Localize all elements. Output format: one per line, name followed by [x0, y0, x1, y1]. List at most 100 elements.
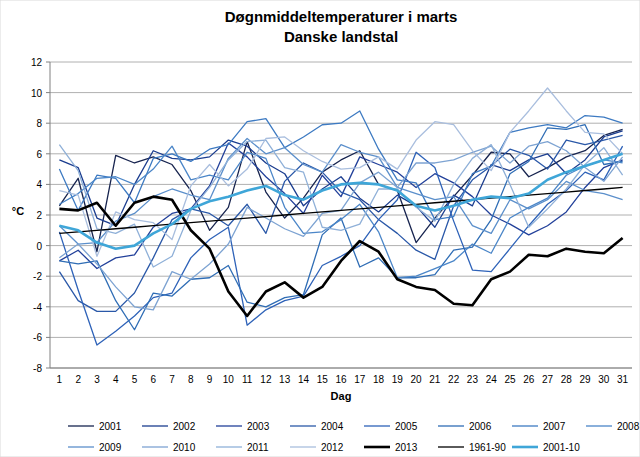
series-line: [59, 146, 622, 278]
x-tick-label: 14: [298, 374, 310, 385]
x-tick-label: 20: [411, 374, 423, 385]
y-tick: [46, 184, 50, 185]
legend-swatch: [586, 425, 612, 426]
x-axis: [50, 368, 632, 369]
series-line: [59, 88, 622, 256]
plot-area: [59, 88, 622, 345]
series-line: [59, 187, 622, 233]
x-tick-label: 9: [207, 374, 213, 385]
legend-label: 2003: [247, 421, 270, 432]
legend-label: 2006: [469, 421, 492, 432]
legend-label: 2011: [247, 442, 269, 453]
series-line: [59, 139, 622, 245]
legend-label: 2005: [395, 421, 418, 432]
y-tick-label: -4: [33, 302, 42, 313]
y-tick-label: 12: [31, 57, 43, 68]
x-tick-label: 25: [504, 374, 516, 385]
legend-label: 1961-90: [469, 442, 506, 453]
x-tick-label: 18: [373, 374, 385, 385]
x-tick-label: 5: [132, 374, 138, 385]
series-line: [59, 142, 622, 310]
y-tick: [46, 153, 50, 154]
legend-swatch: [68, 425, 94, 426]
y-tick: [46, 276, 50, 277]
y-axis-label: °C: [12, 205, 24, 217]
x-tick-label: 23: [467, 374, 479, 385]
y-tick: [46, 215, 50, 216]
x-tick-label: 12: [260, 374, 272, 385]
y-tick-label: 0: [36, 241, 42, 252]
legend-swatch: [68, 446, 94, 447]
y-tick: [46, 337, 50, 338]
legend-label: 2007: [543, 421, 566, 432]
x-tick-label: 31: [617, 374, 629, 385]
series-line: [59, 197, 622, 316]
y-axis: [50, 62, 51, 368]
x-tick-label: 29: [580, 374, 592, 385]
grid-line: [50, 337, 632, 338]
x-tick-label: 21: [429, 374, 441, 385]
y-tick-label: 6: [36, 149, 42, 160]
legend-label: 2001: [99, 421, 122, 432]
legend-label: 2004: [321, 421, 344, 432]
legend-swatch: [142, 425, 168, 426]
x-tick-label: 11: [242, 374, 253, 385]
y-tick-label: 2: [36, 210, 42, 221]
x-tick-label: 27: [542, 374, 554, 385]
legend-label: 2010: [173, 442, 196, 453]
legend-swatch: [290, 425, 316, 426]
legend-swatch: [512, 446, 538, 449]
y-tick-label: 4: [36, 179, 42, 190]
y-tick: [46, 306, 50, 307]
x-tick-label: 3: [94, 374, 100, 385]
x-tick-label: 28: [561, 374, 573, 385]
y-tick-label: 10: [31, 88, 43, 99]
x-tick-label: 2: [75, 374, 81, 385]
x-axis-label: Dag: [331, 390, 352, 402]
x-tick-label: 13: [279, 374, 291, 385]
legend-swatch: [290, 446, 316, 447]
x-tick-label: 1: [57, 374, 63, 385]
legend-swatch: [438, 425, 464, 426]
legend-swatch: [142, 446, 168, 447]
x-tick-label: 17: [354, 374, 366, 385]
x-tick-label: 10: [223, 374, 235, 385]
x-tick-label: 22: [448, 374, 460, 385]
x-tick-label: 16: [335, 374, 347, 385]
legend-label: 2001-10: [543, 442, 580, 453]
chart: Døgnmiddeltemperaturer i marts Danske lan…: [0, 0, 640, 457]
legend-label: 2012: [321, 442, 344, 453]
x-tick-label: 19: [392, 374, 404, 385]
x-tick-label: 26: [523, 374, 535, 385]
y-tick: [46, 62, 50, 63]
y-tick-label: -2: [33, 271, 42, 282]
x-tick-label: 4: [113, 374, 119, 385]
series-line: [59, 125, 622, 330]
series-line: [59, 154, 622, 249]
x-tick-label: 30: [598, 374, 610, 385]
legend-swatch: [216, 446, 242, 447]
grid-line: [50, 215, 632, 216]
y-tick: [46, 92, 50, 93]
legend-label: 2008: [617, 421, 640, 432]
legend-swatch: [438, 446, 464, 447]
legend-label: 2013: [395, 442, 418, 453]
legend-swatch: [216, 425, 242, 426]
x-tick-label: 6: [150, 374, 156, 385]
legend-swatch: [364, 446, 390, 449]
y-tick: [46, 245, 50, 246]
series-line: [59, 129, 622, 251]
series-line: [59, 140, 622, 267]
title: Døgnmiddeltemperaturer i marts: [225, 8, 458, 25]
y-tick: [46, 368, 50, 369]
y-tick: [46, 123, 50, 124]
legend-label: 2009: [99, 442, 122, 453]
x-tick-label: 24: [486, 374, 498, 385]
x-tick-label: 8: [188, 374, 194, 385]
x-tick-label: 7: [169, 374, 175, 385]
y-tick-label: 8: [36, 118, 42, 129]
y-tick-label: -8: [33, 363, 42, 374]
legend-swatch: [512, 425, 538, 426]
grid-line: [50, 368, 632, 369]
subtitle: Danske landstal: [284, 28, 398, 45]
